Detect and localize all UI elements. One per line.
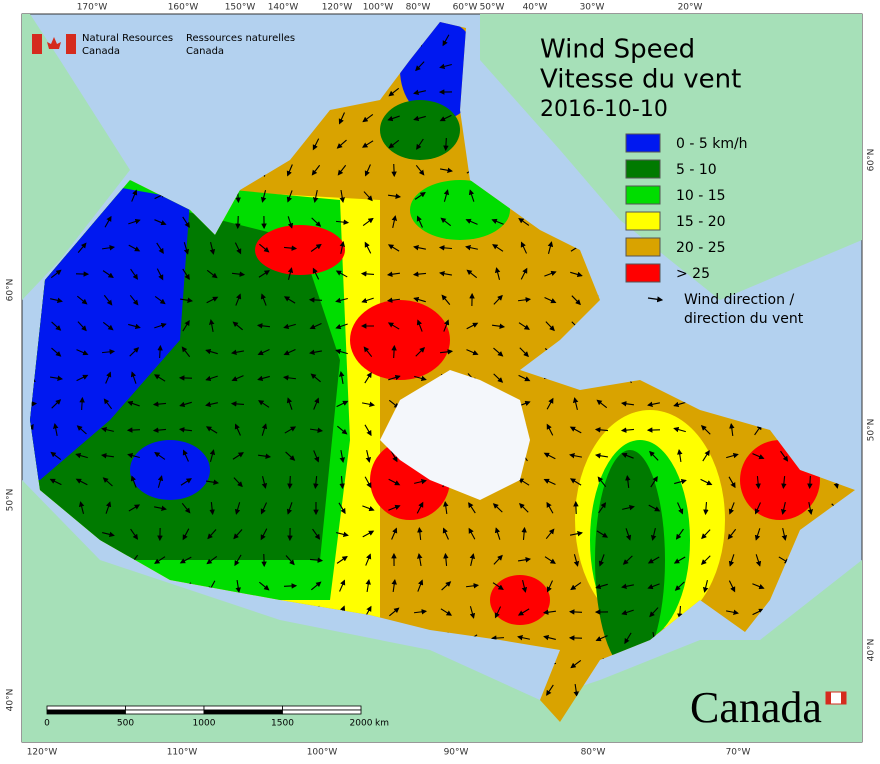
wordmark: Canada (690, 683, 822, 732)
wordmark-flag (841, 692, 846, 704)
date: 2016-10-10 (540, 97, 668, 122)
scale-segment (126, 710, 205, 714)
lon-label: 150°W (225, 3, 256, 13)
agency-en: Canada (82, 46, 120, 57)
lat-label: 60°N (867, 149, 877, 172)
wordmark-flag (826, 692, 831, 704)
legend-label: > 25 (676, 266, 710, 282)
scale-segment (126, 706, 205, 710)
wind-arrow (82, 398, 83, 410)
legend-swatch (626, 264, 660, 282)
wind-arrow (810, 476, 811, 488)
agency-en: Natural Resources (82, 33, 173, 44)
zone (255, 225, 345, 275)
scale-label: 1000 (193, 719, 216, 729)
scale-segment (47, 706, 126, 710)
lon-label: 100°W (363, 3, 394, 13)
scale-segment (283, 710, 362, 714)
wind-arrow (570, 612, 582, 613)
lat-label: 40°N (867, 639, 877, 662)
lon-label: 140°W (268, 3, 299, 13)
zone (130, 440, 210, 500)
lon-label: 20°W (678, 3, 703, 13)
scale-label: 0 (44, 719, 50, 729)
legend-swatch (626, 134, 660, 152)
flag-bar (32, 34, 42, 54)
lon-label: 160°W (168, 3, 199, 13)
zone (380, 100, 460, 160)
legend-label: 5 - 10 (676, 162, 717, 178)
scale-segment (283, 706, 362, 710)
wind-arrow (290, 476, 291, 488)
lat-label: 60°N (6, 279, 16, 302)
title-en: Wind Speed (540, 35, 695, 65)
legend-label: 15 - 20 (676, 214, 726, 230)
wind-arrow (310, 300, 322, 301)
wind-arrow (284, 586, 296, 587)
lon-label: 120°W (27, 748, 58, 758)
lon-label: 60°W (453, 3, 478, 13)
wind-arrow (394, 164, 395, 176)
scale-segment (204, 706, 283, 710)
scale-label: 1500 (271, 719, 294, 729)
title-fr: Vitesse du vent (540, 65, 741, 95)
legend-label: 10 - 15 (676, 188, 726, 204)
agency-fr: Ressources naturelles (186, 33, 295, 44)
flag-bar (66, 34, 76, 54)
lon-label: 120°W (322, 3, 353, 13)
legend-swatch (626, 160, 660, 178)
lon-label: 100°W (307, 748, 338, 758)
lon-label: 50°W (480, 3, 505, 13)
zone (490, 575, 550, 625)
lon-label: 170°W (77, 3, 108, 13)
scale-segment (47, 710, 126, 714)
lon-label: 30°W (580, 3, 605, 13)
legend-swatch (626, 186, 660, 204)
arrow-label: direction du vent (684, 311, 804, 327)
scale-segment (204, 710, 283, 714)
lat-label: 40°N (6, 689, 16, 712)
wind-arrow (128, 430, 140, 431)
arrow-label: Wind direction / (684, 292, 794, 308)
legend-swatch (626, 238, 660, 256)
lon-label: 40°W (523, 3, 548, 13)
lon-label: 70°W (726, 748, 751, 758)
lon-label: 90°W (444, 748, 469, 758)
lon-label: 80°W (406, 3, 431, 13)
scale-label: 2000 (350, 719, 373, 729)
wind-arrow (394, 346, 395, 358)
scale-label: 500 (117, 719, 134, 729)
zone (350, 300, 450, 380)
legend-label: 20 - 25 (676, 240, 726, 256)
wind-arrow (492, 638, 504, 639)
wind-arrow (446, 138, 447, 150)
lat-label: 50°N (867, 419, 877, 442)
scale-unit: km (375, 719, 389, 729)
lon-label: 80°W (581, 748, 606, 758)
legend-label: 0 - 5 km/h (676, 136, 748, 152)
legend-swatch (626, 212, 660, 230)
lat-label: 50°N (6, 489, 16, 512)
lon-label: 110°W (167, 748, 198, 758)
agency-fr: Canada (186, 46, 224, 57)
